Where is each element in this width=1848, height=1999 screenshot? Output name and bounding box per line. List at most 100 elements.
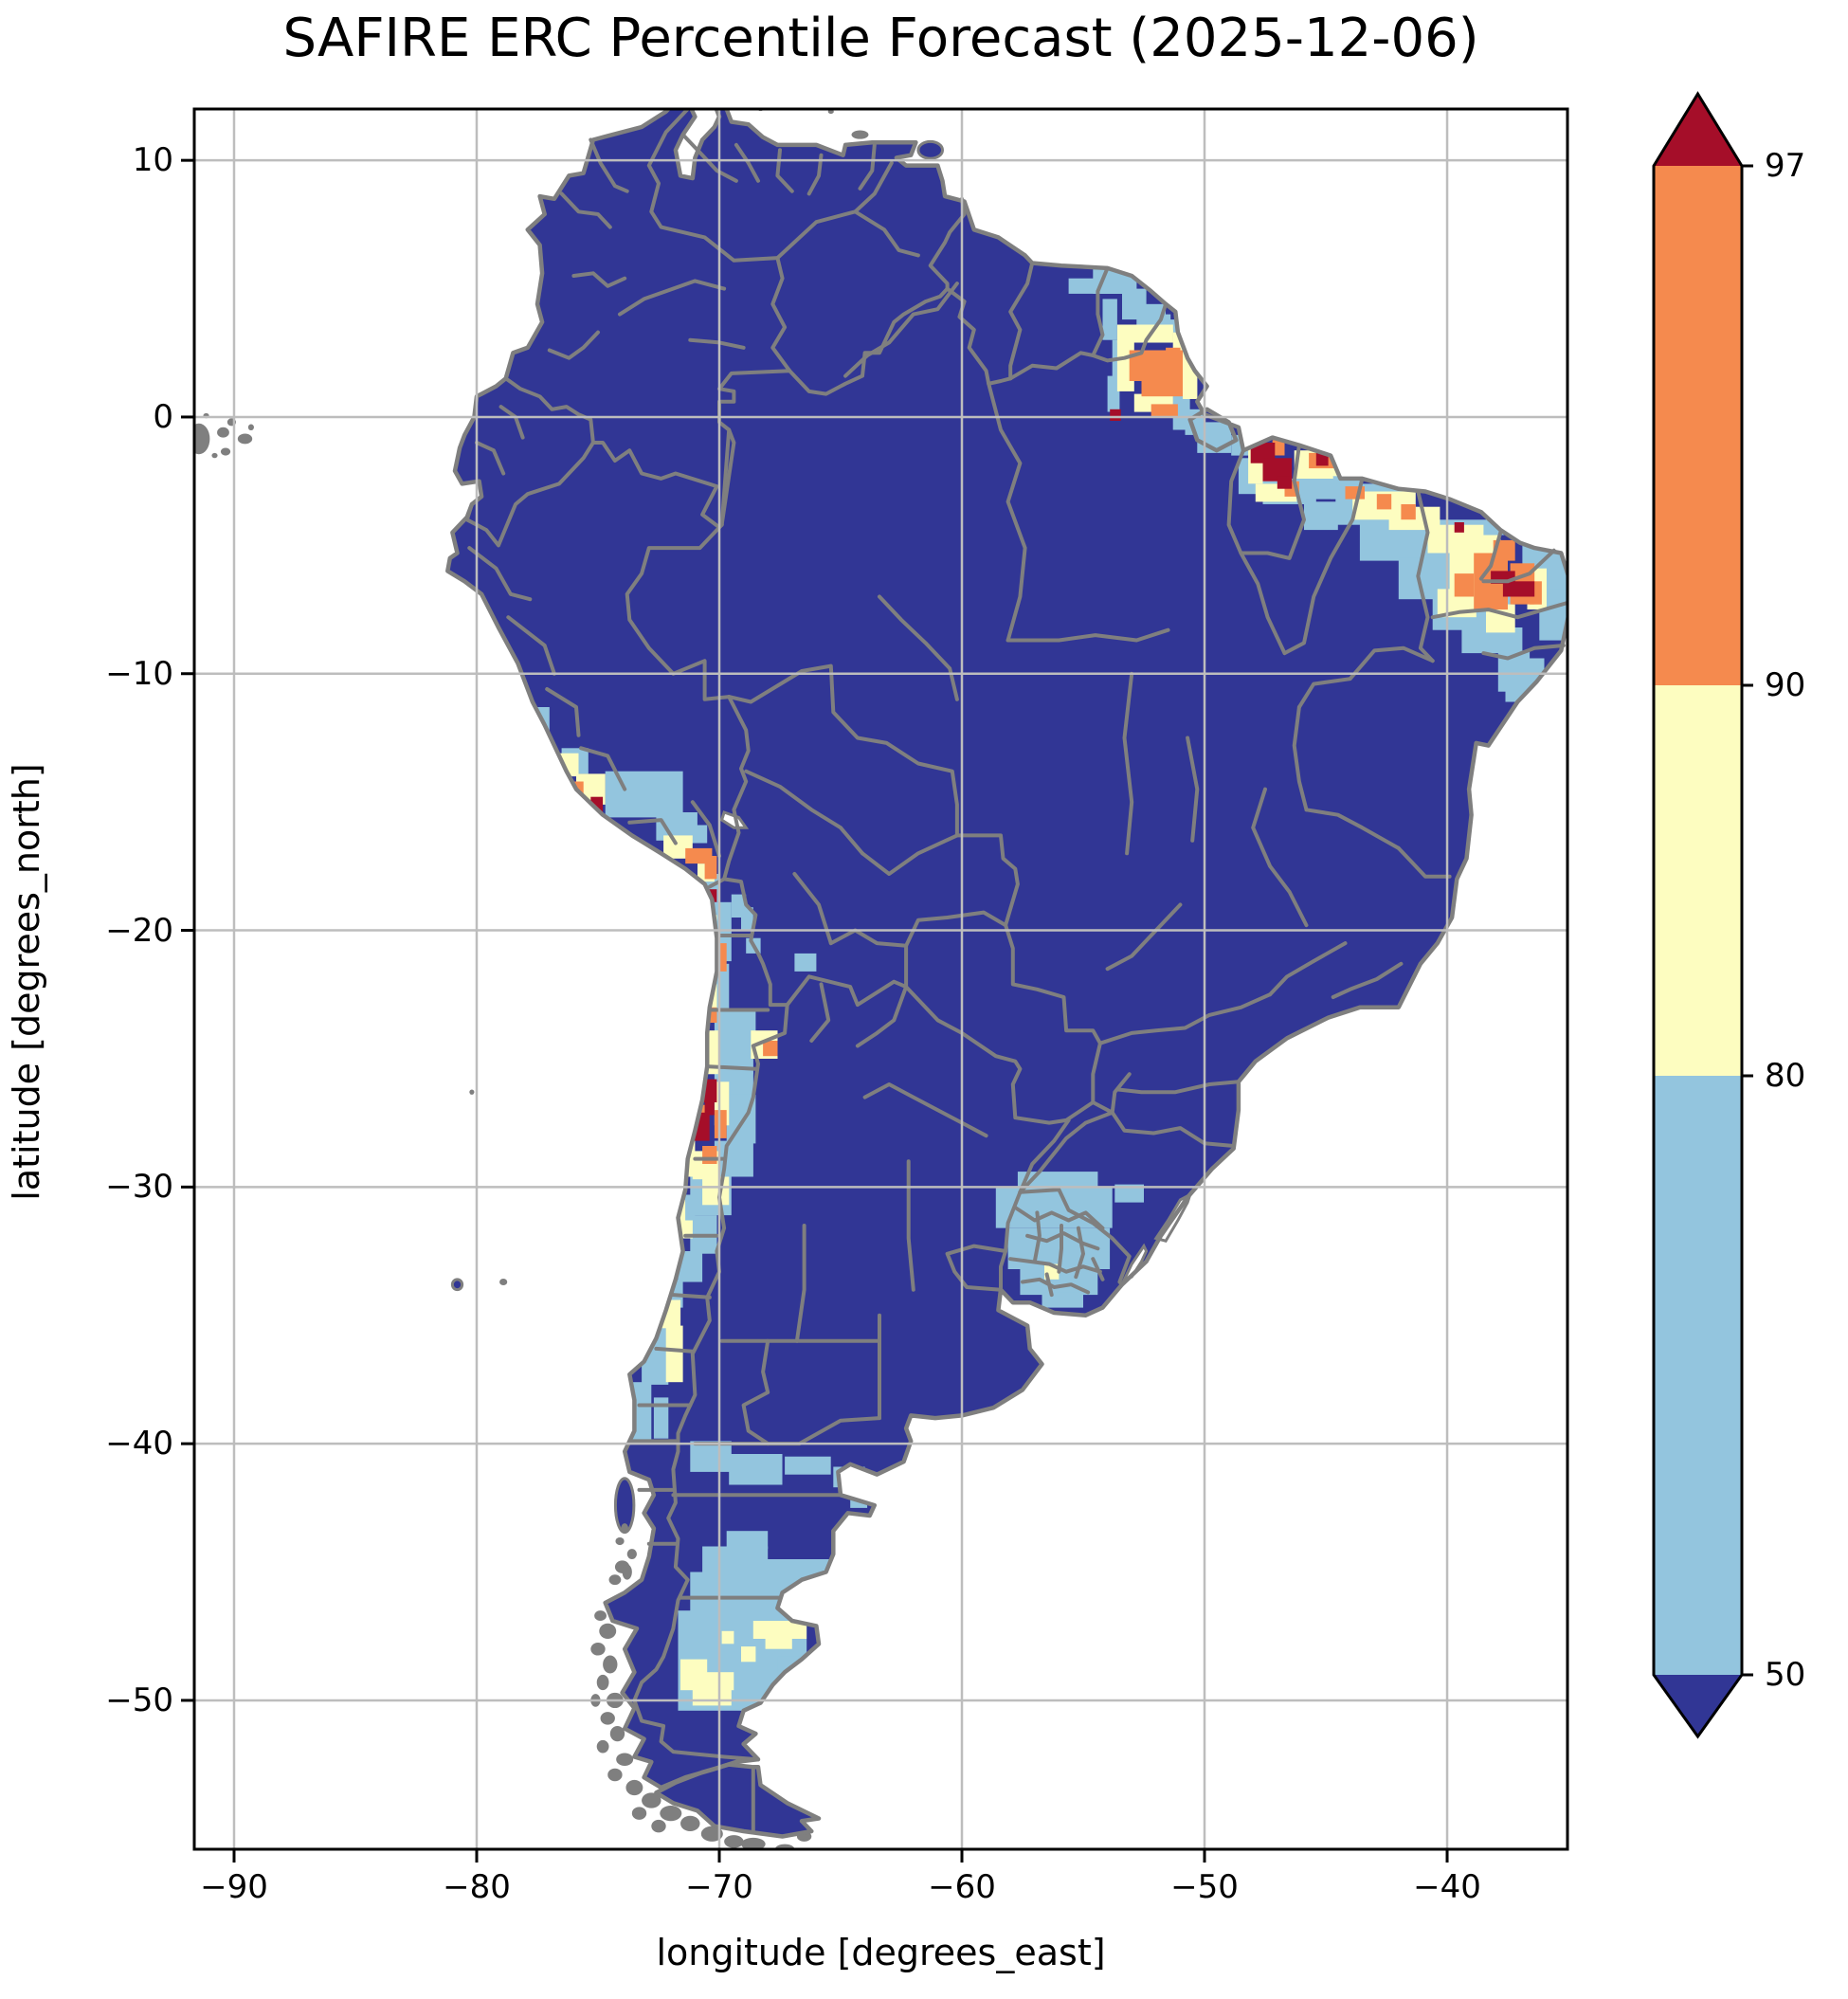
border-line	[717, 369, 792, 527]
cell-p50_80	[714, 1009, 756, 1039]
border-line	[1018, 1110, 1114, 1194]
cell-p90_97	[1376, 494, 1392, 510]
border-line	[794, 1224, 806, 1343]
island-outline	[599, 1623, 617, 1639]
cell-p50_80	[785, 1456, 831, 1475]
border-line	[1304, 808, 1401, 850]
island-outline	[680, 1815, 700, 1832]
cell-p50_80	[687, 825, 708, 844]
border-line	[1091, 1257, 1105, 1281]
cell-p97_plus	[1502, 581, 1535, 597]
border-line	[1004, 923, 1102, 1104]
island	[450, 1278, 464, 1292]
cell-p97_plus	[1277, 476, 1293, 489]
island-outline	[700, 1826, 723, 1842]
island-outline	[194, 423, 210, 455]
cell-p50_80	[1068, 278, 1098, 294]
border-line	[1292, 705, 1309, 812]
colorbar-segment	[1654, 1076, 1742, 1675]
border-line	[618, 279, 727, 317]
island-outline	[499, 1279, 508, 1286]
border-line	[1097, 992, 1273, 1045]
cell-p90_97	[702, 1146, 717, 1164]
island-outline	[220, 447, 231, 456]
border-line	[1110, 1110, 1236, 1148]
cell-p50_80	[729, 1454, 783, 1485]
island-outline	[608, 1574, 622, 1586]
cell-p50_80	[1304, 501, 1338, 531]
coastline	[1187, 407, 1239, 453]
cell-p97_plus	[1454, 522, 1464, 533]
cell-p50_80	[726, 1531, 769, 1550]
x-tick-label: −50	[1170, 1868, 1239, 1906]
cell-p90_97	[1150, 404, 1178, 417]
border-line	[467, 546, 533, 602]
cell-p50_80	[1102, 299, 1117, 340]
island-outline	[626, 1549, 637, 1560]
land-tierra-del-fuego	[656, 1764, 819, 1837]
cell-p90_97	[1245, 427, 1259, 441]
cell-p50_80	[1114, 1184, 1144, 1203]
border-line	[1008, 301, 1169, 381]
y-tick-label: −10	[105, 654, 173, 693]
border-line	[1268, 941, 1348, 997]
border-line	[671, 1293, 712, 1299]
x-tick-label: −40	[1413, 1868, 1481, 1906]
colorbar-extend-max	[1654, 94, 1742, 166]
border-line	[1481, 644, 1566, 661]
chart-title: SAFIRE ERC Percentile Forecast (2025-12-…	[282, 8, 1479, 69]
land-south-america	[447, 109, 1567, 1788]
cell-p90_97	[714, 1110, 727, 1138]
cell-p80_90	[680, 1672, 734, 1691]
colorbar	[1652, 91, 1753, 1739]
border-line	[878, 594, 959, 701]
colorbar-segment	[1654, 685, 1742, 1076]
border-line	[727, 663, 1020, 928]
border-line	[853, 209, 920, 258]
y-tick-label: −30	[105, 1168, 173, 1207]
border-line	[734, 142, 760, 183]
border-line	[1032, 1210, 1042, 1263]
border-line	[464, 441, 595, 548]
border-line	[1114, 1080, 1241, 1095]
island-outline	[651, 1819, 666, 1833]
colorbar-segment	[1654, 166, 1742, 685]
cell-p50_80	[1107, 375, 1120, 412]
island-outline	[741, 1837, 766, 1849]
border-line	[1057, 1224, 1063, 1274]
border-line	[744, 769, 864, 856]
border-line	[1481, 548, 1556, 584]
cell-p50_80	[583, 812, 601, 828]
cell-p50_80	[1042, 1292, 1083, 1308]
island-outline	[724, 1835, 744, 1848]
border-line	[707, 877, 727, 889]
cell-p80_90	[692, 1687, 732, 1706]
border-line	[1296, 645, 1435, 709]
y-tick-label: 0	[153, 397, 173, 436]
island-outline	[616, 1753, 634, 1766]
border-line	[1074, 1226, 1085, 1280]
border-line	[862, 1082, 988, 1138]
cell-p80_90	[665, 1325, 683, 1383]
border-line	[861, 833, 959, 876]
border-line	[945, 1244, 1008, 1292]
border-line	[1416, 489, 1435, 663]
cell-p90_97	[1401, 504, 1416, 520]
border-line	[809, 982, 831, 1043]
island-outline	[607, 1768, 623, 1782]
border-line	[654, 1346, 695, 1354]
colorbar-tick-label: 80	[1765, 1057, 1806, 1095]
island-outline	[469, 1089, 475, 1095]
border-line	[1122, 671, 1134, 856]
cell-p80_90	[1466, 491, 1501, 507]
island-outline	[217, 427, 229, 438]
border-line	[506, 615, 556, 676]
border-line	[571, 271, 627, 288]
border-line	[1226, 443, 1306, 560]
x-tick-label: −90	[200, 1868, 268, 1906]
border-line	[904, 910, 1008, 990]
border-line	[1105, 902, 1183, 972]
island-outline	[615, 1536, 625, 1546]
border-line	[722, 877, 789, 1008]
border-line	[1396, 845, 1452, 879]
